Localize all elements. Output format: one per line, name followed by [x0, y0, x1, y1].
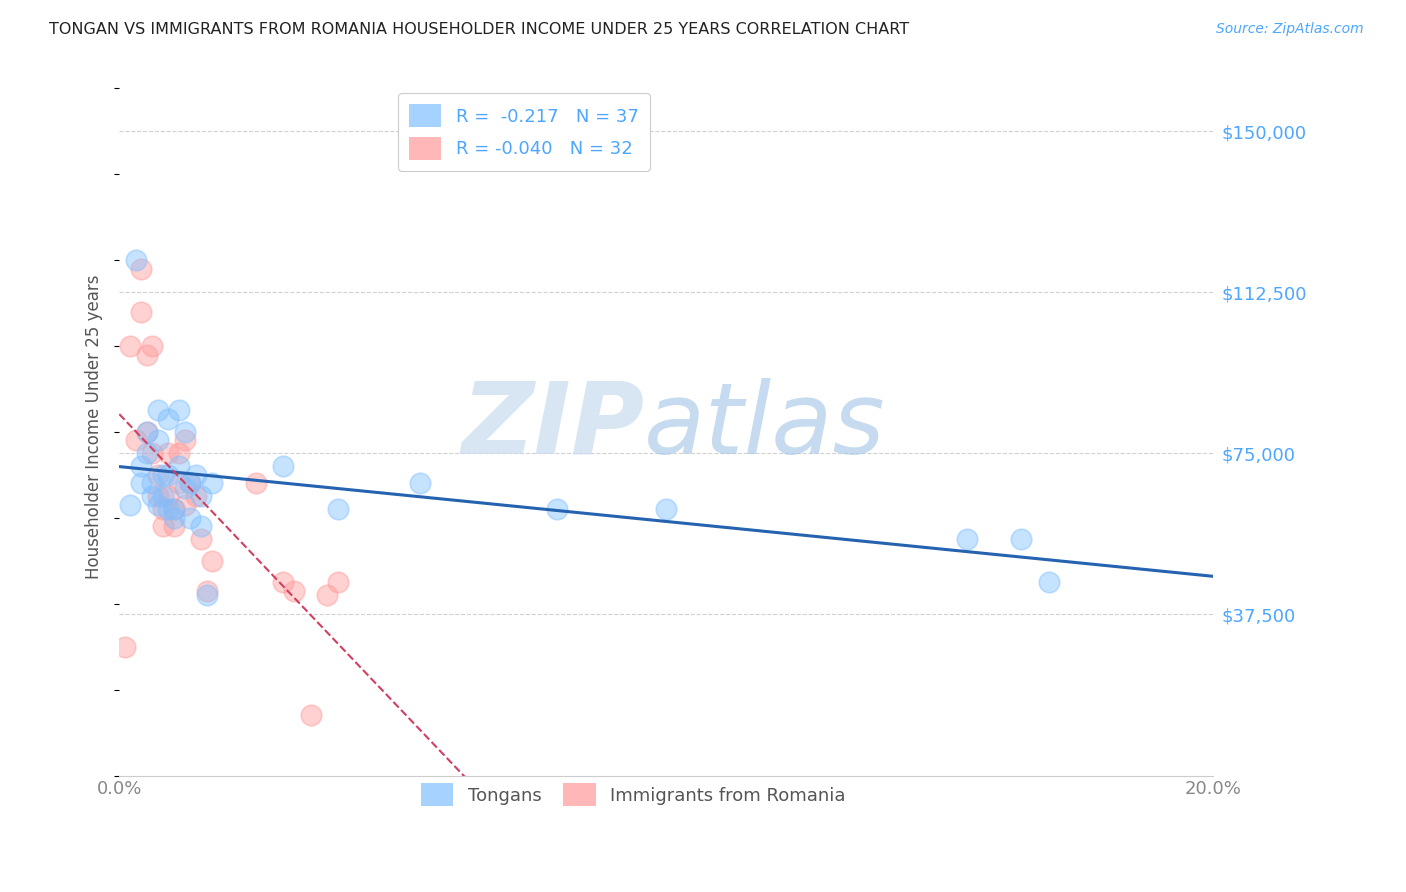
- Point: [163, 519, 186, 533]
- Point: [1038, 575, 1060, 590]
- Point: [135, 347, 157, 361]
- Point: [271, 575, 294, 590]
- Point: [146, 467, 169, 482]
- Point: [1010, 533, 1032, 547]
- Point: [245, 476, 267, 491]
- Point: [146, 403, 169, 417]
- Point: [173, 481, 195, 495]
- Point: [179, 476, 201, 491]
- Point: [157, 412, 180, 426]
- Point: [135, 425, 157, 439]
- Point: [146, 434, 169, 448]
- Point: [163, 502, 186, 516]
- Point: [201, 476, 224, 491]
- Point: [179, 510, 201, 524]
- Point: [283, 583, 305, 598]
- Point: [169, 403, 191, 417]
- Legend: Tongans, Immigrants from Romania: Tongans, Immigrants from Romania: [412, 774, 855, 815]
- Point: [146, 489, 169, 503]
- Point: [546, 502, 568, 516]
- Point: [152, 489, 174, 503]
- Point: [124, 252, 146, 267]
- Point: [129, 476, 152, 491]
- Point: [169, 476, 191, 491]
- Point: [326, 575, 349, 590]
- Text: atlas: atlas: [644, 378, 886, 475]
- Point: [152, 467, 174, 482]
- Point: [163, 502, 186, 516]
- Point: [409, 476, 432, 491]
- Point: [316, 588, 339, 602]
- Point: [141, 339, 163, 353]
- Text: TONGAN VS IMMIGRANTS FROM ROMANIA HOUSEHOLDER INCOME UNDER 25 YEARS CORRELATION : TONGAN VS IMMIGRANTS FROM ROMANIA HOUSEH…: [49, 22, 910, 37]
- Point: [152, 502, 174, 516]
- Text: Source: ZipAtlas.com: Source: ZipAtlas.com: [1216, 22, 1364, 37]
- Point: [655, 502, 678, 516]
- Point: [120, 339, 142, 353]
- Point: [146, 498, 169, 512]
- Point: [173, 425, 195, 439]
- Point: [190, 489, 212, 503]
- Point: [184, 467, 207, 482]
- Point: [195, 583, 218, 598]
- Point: [169, 459, 191, 474]
- Point: [163, 510, 186, 524]
- Point: [135, 425, 157, 439]
- Point: [157, 446, 180, 460]
- Y-axis label: Householder Income Under 25 years: Householder Income Under 25 years: [86, 274, 103, 579]
- Point: [157, 502, 180, 516]
- Text: ZIP: ZIP: [461, 378, 644, 475]
- Point: [179, 476, 201, 491]
- Point: [129, 304, 152, 318]
- Point: [271, 459, 294, 474]
- Point: [124, 434, 146, 448]
- Point: [141, 446, 163, 460]
- Point: [173, 434, 195, 448]
- Point: [190, 519, 212, 533]
- Point: [299, 708, 322, 723]
- Point: [141, 476, 163, 491]
- Point: [157, 467, 180, 482]
- Point: [157, 489, 180, 503]
- Point: [201, 554, 224, 568]
- Point: [141, 489, 163, 503]
- Point: [114, 640, 136, 654]
- Point: [956, 533, 979, 547]
- Point: [135, 446, 157, 460]
- Point: [184, 489, 207, 503]
- Point: [120, 498, 142, 512]
- Point: [190, 533, 212, 547]
- Point: [169, 446, 191, 460]
- Point: [195, 588, 218, 602]
- Point: [173, 498, 195, 512]
- Point: [129, 261, 152, 276]
- Point: [152, 519, 174, 533]
- Point: [129, 459, 152, 474]
- Point: [326, 502, 349, 516]
